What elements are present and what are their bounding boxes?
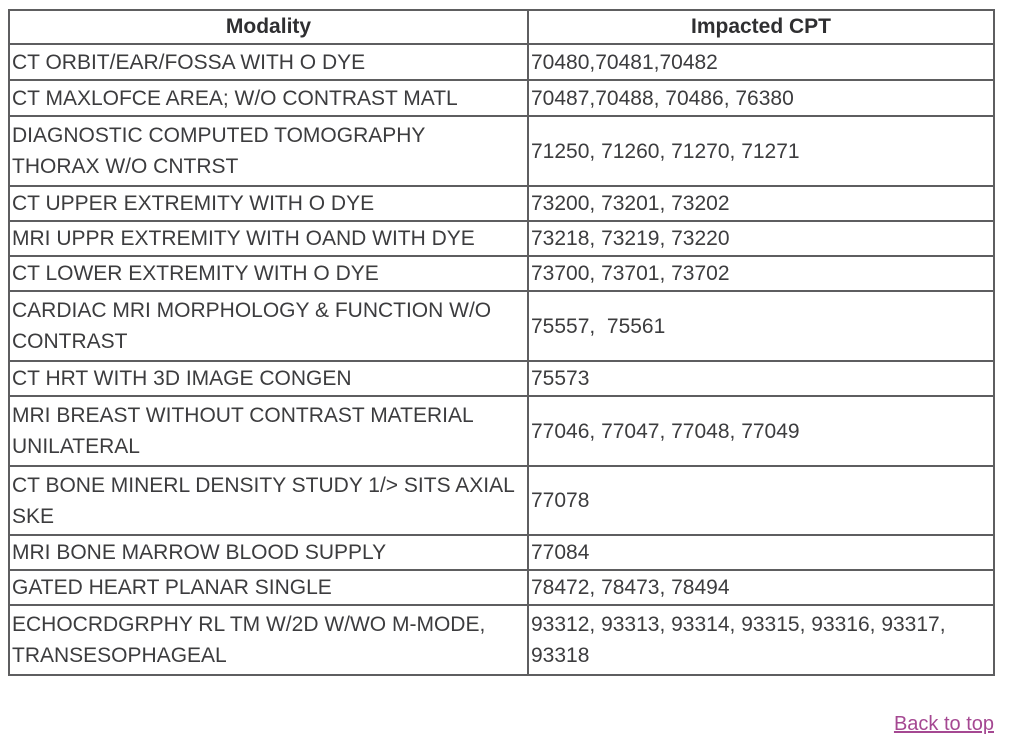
table-row: CT MAXLOFCE AREA; W/O CONTRAST MATL 7048… [8,79,995,117]
table-row: DIAGNOSTIC COMPUTED TOMOGRAPHY THORAX W/… [8,115,995,187]
cpt-cell: 78472, 78473, 78494 [527,569,995,606]
table-row: MRI UPPR EXTREMITY WITH OAND WITH DYE 73… [8,220,995,257]
table-row: CT UPPER EXTREMITY WITH O DYE 73200, 732… [8,185,995,222]
cpt-cell: 77078 [527,465,995,536]
cpt-cell: 70480,70481,70482 [527,43,995,81]
cpt-cell: 93312, 93313, 93314, 93315, 93316, 93317… [527,604,995,676]
modality-cell: ECHOCRDGRPHY RL TM W/2D W/WO M-MODE, TRA… [8,604,529,676]
impacted-cpt-column-header: Impacted CPT [527,9,995,45]
table-row: ECHOCRDGRPHY RL TM W/2D W/WO M-MODE, TRA… [8,604,995,676]
modality-column-header: Modality [8,9,529,45]
modality-cell: CT LOWER EXTREMITY WITH O DYE [8,255,529,292]
table-row: CT ORBIT/EAR/FOSSA WITH O DYE 70480,7048… [8,43,995,81]
modality-cell: DIAGNOSTIC COMPUTED TOMOGRAPHY THORAX W/… [8,115,529,187]
modality-cell: CT HRT WITH 3D IMAGE CONGEN [8,360,529,397]
table-row: CT LOWER EXTREMITY WITH O DYE 73700, 737… [8,255,995,292]
table-header-row: Modality Impacted CPT [8,9,995,45]
cpt-cell: 75557, 75561 [527,290,995,362]
modality-cell: CT BONE MINERL DENSITY STUDY 1/> SITS AX… [8,465,529,536]
table-row: CARDIAC MRI MORPHOLOGY & FUNCTION W/O CO… [8,290,995,362]
modality-cell: CT ORBIT/EAR/FOSSA WITH O DYE [8,43,529,81]
modality-cell: MRI BONE MARROW BLOOD SUPPLY [8,534,529,571]
cpt-cell: 71250, 71260, 71270, 71271 [527,115,995,187]
cpt-cell: 73700, 73701, 73702 [527,255,995,292]
table-row: GATED HEART PLANAR SINGLE 78472, 78473, … [8,569,995,606]
modality-cell: CARDIAC MRI MORPHOLOGY & FUNCTION W/O CO… [8,290,529,362]
cpt-cell: 73218, 73219, 73220 [527,220,995,257]
modality-cell: CT MAXLOFCE AREA; W/O CONTRAST MATL [8,79,529,117]
cpt-cell: 75573 [527,360,995,397]
cpt-cell: 77084 [527,534,995,571]
back-to-top-link[interactable]: Back to top [893,713,994,735]
modality-cell: GATED HEART PLANAR SINGLE [8,569,529,606]
table-row: CT BONE MINERL DENSITY STUDY 1/> SITS AX… [8,465,995,536]
cpt-impact-table: Modality Impacted CPT CT ORBIT/EAR/FOSSA… [8,9,995,676]
table-row: MRI BREAST WITHOUT CONTRAST MATERIAL UNI… [8,395,995,467]
cpt-cell: 73200, 73201, 73202 [527,185,995,222]
table-row: MRI BONE MARROW BLOOD SUPPLY 77084 [8,534,995,571]
modality-cell: MRI UPPR EXTREMITY WITH OAND WITH DYE [8,220,529,257]
modality-cell: MRI BREAST WITHOUT CONTRAST MATERIAL UNI… [8,395,529,467]
cpt-cell: 77046, 77047, 77048, 77049 [527,395,995,467]
table-row: CT HRT WITH 3D IMAGE CONGEN 75573 [8,360,995,397]
cpt-cell: 70487,70488, 70486, 76380 [527,79,995,117]
modality-cell: CT UPPER EXTREMITY WITH O DYE [8,185,529,222]
